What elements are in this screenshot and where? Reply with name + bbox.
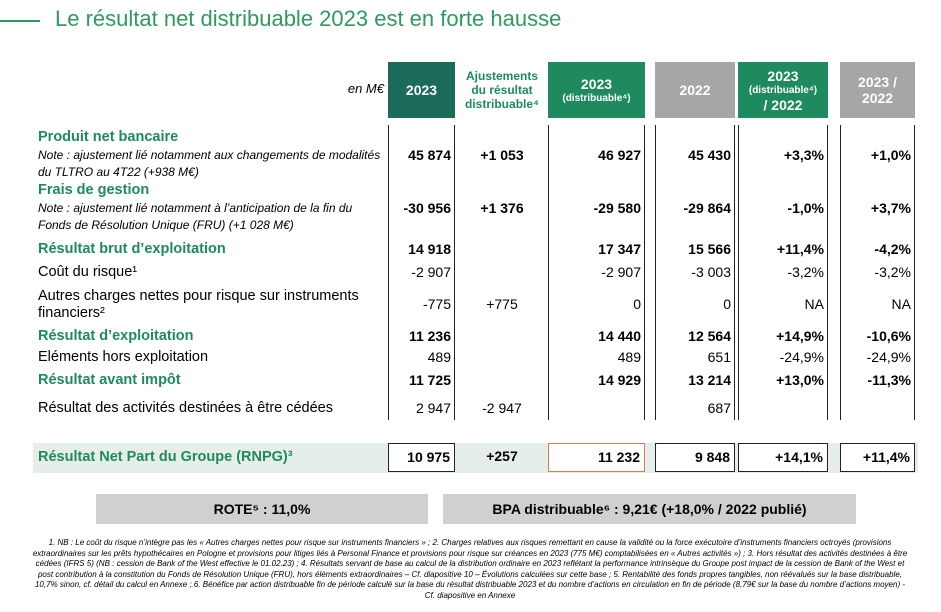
header-line: 2023	[405, 82, 438, 98]
cell: +775	[486, 296, 518, 312]
cell: 11 236	[408, 328, 451, 344]
header-line: 2023 /	[858, 74, 897, 90]
cell: -3,2%	[874, 264, 911, 280]
row-label: Frais de gestion	[38, 182, 150, 198]
total-cell: +11,4%	[840, 443, 915, 472]
row-label: Coût du risque¹	[38, 264, 138, 280]
cell: -3 003	[691, 264, 731, 280]
cell: -2 947	[482, 400, 522, 416]
row-note: Note : ajustement lié notamment à l’anti…	[38, 201, 353, 232]
cell: -24,9%	[779, 349, 824, 365]
total-label: Résultat Net Part du Groupe (RNPG)³	[38, 449, 293, 465]
column-frame	[738, 125, 828, 420]
cell: NA	[891, 296, 911, 312]
row-label: Résultat brut d’exploitation	[38, 241, 226, 257]
cell: 15 566	[688, 241, 731, 257]
title-rule	[0, 20, 40, 22]
header-line: (distribuable⁴)	[748, 84, 818, 96]
cell: 14 440	[598, 328, 641, 344]
cell: -2 907	[601, 264, 641, 280]
cell: +14,9%	[776, 328, 824, 344]
kpi: BPA distribuable⁶ : 9,21€ (+18,0% / 2022…	[492, 501, 807, 517]
cell: -2 907	[411, 264, 451, 280]
cell: 2 947	[415, 400, 451, 416]
column-frame	[655, 125, 735, 420]
column-frame	[840, 125, 915, 420]
row-label: Résultat avant impôt	[38, 372, 181, 388]
col-header: 2023 (distribuable⁴)	[548, 62, 645, 118]
col-header: 2022	[655, 62, 735, 118]
col-header: Ajustements du résultat distribuable⁴	[458, 62, 546, 118]
header-line: 2023	[767, 67, 799, 84]
cell: 14 918	[408, 241, 451, 257]
cell: -10,6%	[866, 328, 911, 344]
cell: 11 725	[408, 372, 451, 388]
cell: 45 874	[408, 147, 451, 163]
cell: NA	[804, 296, 824, 312]
header-line: / 2022	[763, 96, 803, 113]
cell: 17 347	[598, 241, 641, 257]
title: Le résultat net distribuable 2023 est en…	[55, 6, 562, 31]
cell: 687	[707, 400, 731, 416]
cell: 0	[723, 296, 731, 312]
col-header: 2023	[388, 62, 455, 118]
cell: -4,2%	[874, 241, 911, 257]
cell: 14 929	[598, 372, 641, 388]
row-label: Autres charges nettes pour risque sur in…	[38, 288, 359, 321]
kpi-box	[96, 494, 428, 524]
header-line: 2022	[861, 90, 894, 106]
column-frame	[548, 125, 645, 420]
row-note: Note : ajustement lié notamment aux chan…	[38, 148, 381, 179]
cell: +3,3%	[783, 147, 824, 163]
row-label: Eléments hors exploitation	[38, 349, 209, 365]
cell: -775	[422, 296, 451, 312]
header-line: 2023	[580, 75, 613, 92]
column-frame	[388, 125, 455, 420]
cell: +13,0%	[776, 372, 824, 388]
cell: 489	[617, 349, 641, 365]
total-cell: +14,1%	[738, 443, 828, 472]
col-header: 2023 (distribuable⁴)/ 2022	[738, 62, 828, 118]
cell: +1,0%	[870, 147, 911, 163]
cell: 651	[707, 349, 731, 365]
row-label: Produit net bancaire	[38, 129, 179, 145]
header-line: 2022	[679, 82, 711, 98]
cell: -24,9%	[866, 349, 911, 365]
cell: -29 864	[683, 200, 731, 216]
total-cell: 11 232	[548, 443, 645, 472]
total-cell: +257	[486, 448, 518, 464]
cell: -3,2%	[787, 264, 824, 280]
cell: -11,3%	[867, 372, 911, 388]
cell: -29 580	[593, 200, 641, 216]
cell: -30 956	[403, 200, 451, 216]
cell: +1 053	[480, 147, 524, 163]
cell: 46 927	[598, 147, 641, 163]
cell: 0	[633, 296, 641, 312]
footnotes: 1. NB : Le coût du risque n’intègre pas …	[32, 538, 908, 600]
kpi-box	[443, 494, 856, 524]
cell: 45 430	[688, 147, 731, 163]
col-header: 2023 /2022	[840, 62, 915, 118]
cell: 489	[427, 349, 451, 365]
cell: +1 376	[480, 200, 524, 216]
total-cell: 9 848	[655, 443, 735, 472]
cell: +11,4%	[776, 241, 824, 257]
header-line: Ajustements du résultat distribuable⁴	[465, 69, 539, 111]
cell: -1,0%	[787, 200, 824, 216]
cell: 13 214	[688, 372, 731, 388]
row-label: Résultat des activités destinées à être …	[38, 400, 333, 416]
cell: 12 564	[688, 328, 731, 344]
header-line: (distribuable⁴)	[562, 92, 631, 104]
unit: en M€	[347, 81, 384, 96]
cell: +3,7%	[870, 200, 911, 216]
kpi: ROTE⁵ : 11,0%	[213, 501, 311, 517]
total-cell: 10 975	[388, 443, 455, 472]
row-label: Résultat d’exploitation	[38, 328, 194, 344]
